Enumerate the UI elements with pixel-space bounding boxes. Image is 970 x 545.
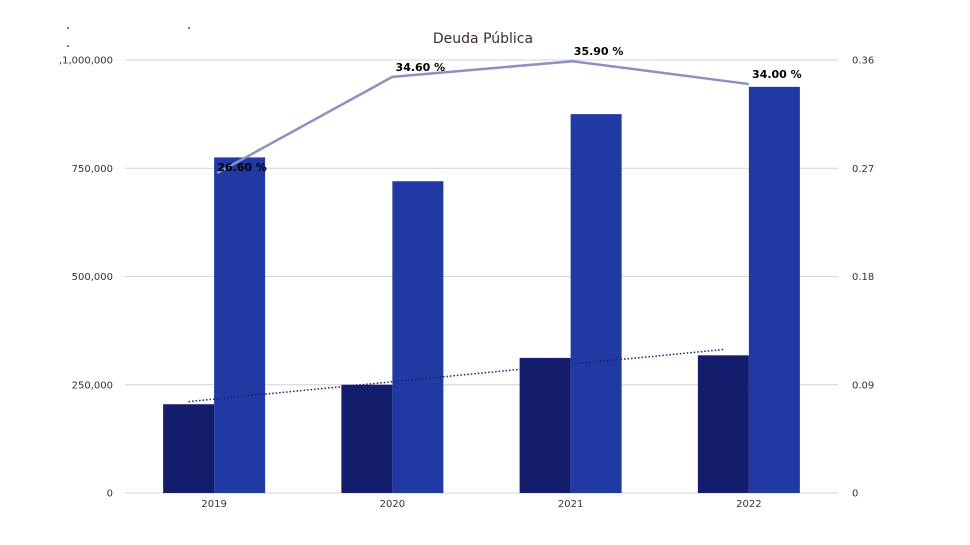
trendline-segment (188, 348, 724, 403)
bar (697, 355, 749, 493)
corner-dot (188, 27, 190, 29)
y-right-tick-label: 0.27 (852, 164, 874, 175)
trendline (188, 348, 724, 403)
y-left-tick-label: ,1,000,000 (59, 56, 113, 67)
x-tick-label: 2019 (201, 499, 226, 510)
corner-dot (67, 27, 69, 29)
y-left-tick-label: 500,000 (72, 272, 113, 283)
bar (748, 86, 800, 493)
y-left-tick-label: 750,000 (72, 164, 113, 175)
x-tick-label: 2021 (558, 499, 583, 510)
data-label: 34.00 % (752, 68, 802, 81)
bar (341, 384, 393, 493)
bar (570, 114, 622, 493)
corner-dots (67, 27, 190, 47)
y-right-tick-label: 0.09 (852, 380, 874, 391)
bars (163, 86, 800, 494)
ratio-line-path (216, 59, 750, 175)
bar (214, 157, 266, 494)
bar (392, 181, 444, 494)
ratio-line (216, 59, 750, 175)
x-tick-label: 2022 (736, 499, 761, 510)
data-label: 35.90 % (574, 45, 624, 58)
chart-title: Deuda Pública (433, 31, 533, 47)
data-labels: 26.60 % 34.60 % 35.90 % 34.00 % (217, 45, 801, 174)
y-left-tick-label: 250,000 (72, 380, 113, 391)
y-right-tick-label: 0 (852, 489, 858, 500)
x-tick-label: 2020 (380, 499, 405, 510)
axes: 0 0 250,000 0.09 500,000 0.18 750,000 0.27 ,1,00… (59, 56, 874, 511)
y-right-tick-label: 0.36 (852, 56, 874, 67)
bar (163, 404, 215, 493)
bar (519, 357, 571, 493)
data-label: 34.60 % (396, 61, 446, 74)
corner-dot (67, 45, 69, 47)
y-right-tick-label: 0.18 (852, 272, 874, 283)
data-label: 26.60 % (217, 161, 267, 174)
y-left-tick-label: 0 (107, 489, 113, 500)
